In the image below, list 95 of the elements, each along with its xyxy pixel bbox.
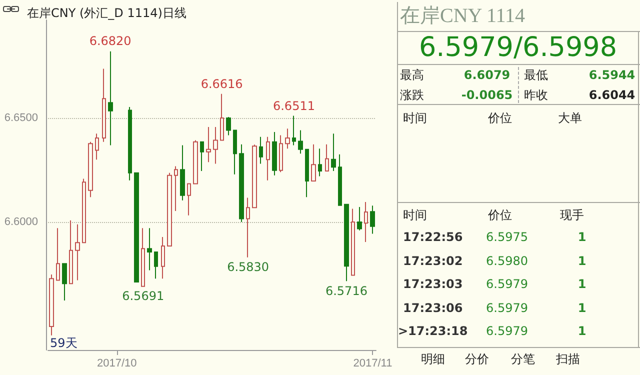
candlestick — [69, 220, 73, 284]
candlestick — [95, 133, 99, 160]
annotation: 6.5716 — [325, 284, 368, 298]
text: -0.0065 — [461, 88, 513, 102]
text: 6.5975 — [486, 230, 528, 244]
text: 6.5979/6.5998 — [418, 32, 618, 63]
y-tick-label: 6.6000 — [4, 216, 38, 228]
candlestick — [357, 206, 362, 231]
text: 6.6044 — [588, 88, 636, 102]
text: 分笔 — [511, 352, 535, 366]
text: 1 — [578, 230, 586, 244]
candlestick — [252, 144, 257, 208]
candlestick — [239, 144, 244, 223]
chart-title: 在岸CNY (外汇_D 1114)日线 — [27, 6, 186, 20]
text: 6.5980 — [486, 254, 528, 268]
annotation: 6.6511 — [272, 98, 315, 113]
candlestick — [226, 116, 231, 136]
text: 昨收 — [524, 88, 548, 102]
candlestick — [102, 68, 106, 142]
candlestick — [134, 172, 139, 282]
text: 价位 — [488, 111, 512, 125]
candlestick — [298, 130, 303, 154]
candlestick — [344, 204, 349, 282]
text: 最低 — [524, 68, 548, 82]
text: 17:23:02 — [403, 254, 463, 268]
text: 6.5979 — [486, 324, 528, 338]
candlestick — [154, 252, 158, 280]
text: 17:22:56 — [403, 230, 463, 244]
candlestick — [233, 130, 237, 175]
candlestick — [266, 136, 270, 181]
text: 价位 — [488, 208, 512, 222]
text: 6.5944 — [588, 68, 636, 82]
candlestick — [147, 228, 152, 271]
text: 1 — [578, 324, 586, 338]
text: 大单 — [558, 111, 582, 125]
candlestick — [351, 208, 355, 276]
text: 时间 — [403, 111, 427, 125]
candlestick — [311, 144, 316, 182]
candlestick — [370, 205, 375, 234]
candlestick — [279, 134, 283, 173]
text: >17:23:18 — [398, 324, 468, 338]
text: 6.5979 — [486, 277, 528, 291]
candlestick — [292, 115, 296, 146]
candlestick — [180, 144, 185, 201]
candlestick — [364, 202, 368, 243]
candlestick — [213, 126, 218, 164]
text: 明细 — [421, 352, 445, 366]
candlestick — [325, 144, 329, 172]
text: 17:23:06 — [403, 300, 463, 314]
text: 涨跌 — [400, 88, 424, 102]
x-tick-label: 2017/11 — [353, 358, 392, 370]
text: 6.6079 — [464, 68, 510, 82]
candlestick — [285, 128, 290, 150]
candlestick — [193, 140, 198, 184]
text: 最高 — [400, 68, 424, 82]
candlestick — [206, 126, 211, 163]
candlestick — [272, 131, 277, 176]
candlestick — [220, 93, 224, 141]
candlestick — [82, 178, 86, 244]
y-tick-label: 6.6500 — [4, 112, 38, 124]
text: 1 — [578, 254, 586, 268]
candlestick — [161, 236, 165, 280]
candlestick — [49, 274, 54, 336]
candlestick — [318, 148, 322, 177]
candlestick — [259, 136, 263, 164]
text: 时间 — [403, 208, 427, 222]
text: 现手 — [560, 208, 584, 222]
annotation: 6.6820 — [89, 34, 132, 48]
candlestick — [56, 228, 60, 281]
candlestick — [331, 133, 336, 172]
text: 17:23:03 — [403, 277, 463, 291]
candlestick — [88, 141, 93, 198]
candlestick — [246, 197, 250, 258]
annotation: 6.5691 — [122, 289, 164, 304]
text: 在岸CNY 1114 — [400, 5, 525, 27]
annotation: 6.6616 — [200, 76, 243, 91]
annotation: 6.5830 — [227, 260, 270, 274]
candlestick — [167, 172, 172, 246]
text: 扫描 — [556, 352, 580, 366]
text: 1 — [578, 277, 586, 291]
candlestick — [141, 228, 145, 287]
candlestick — [338, 154, 342, 206]
candlestick — [108, 50, 113, 146]
annotation: 59天 — [50, 336, 78, 350]
candlestick — [305, 148, 309, 198]
text: 分价 — [465, 352, 489, 366]
candlestick — [174, 166, 178, 212]
text: 1 — [578, 300, 586, 314]
candlestick — [62, 263, 67, 301]
x-tick-label: 2017/10 — [96, 358, 137, 370]
candlestick — [187, 183, 191, 216]
candlestick — [75, 224, 80, 281]
candlestick — [200, 141, 204, 172]
text: 6.5979 — [486, 300, 528, 314]
candlestick — [128, 106, 132, 181]
